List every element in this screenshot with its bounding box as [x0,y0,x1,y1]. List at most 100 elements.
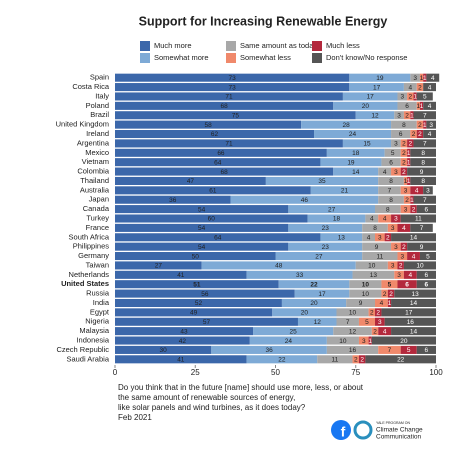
y-tick-label: Ireland [86,129,109,138]
data-label: 4 [428,103,432,110]
legend-label: Much more [154,41,192,50]
bar-segment [384,148,401,157]
bar-segment [400,242,408,251]
data-label: 2 [418,122,422,129]
data-label: 28 [343,122,351,129]
bar-segment [115,176,266,185]
data-label: 3 [391,263,395,270]
bar-segment [115,129,315,139]
bar-segment [419,73,424,82]
bar-segment [275,252,363,261]
bar-segment [294,289,350,298]
x-tick-label: 100 [429,368,443,377]
y-tick-label: Turkey [86,213,109,222]
legend-label: Don't know/No response [326,53,407,62]
data-label: 2 [389,291,393,298]
bar-segment [423,73,427,82]
data-label: 75 [232,112,240,119]
y-tick-label: Egypt [90,307,110,316]
bar-segment [410,195,414,204]
x-tick-label: 75 [351,368,360,377]
bar-segment [384,233,392,242]
bar-segment [362,252,398,261]
footer-text: like solar panels and wind turbines, as … [118,403,306,412]
bar-segment [416,280,436,289]
bar-segment [362,242,392,251]
data-label: 4 [431,75,435,82]
bar-segment [387,223,398,232]
data-label: 64 [214,159,222,166]
bar-segment [407,158,411,167]
data-label: 23 [322,244,330,251]
data-label: 52 [195,300,203,307]
data-label: 3 [394,169,398,176]
bar-segment [375,205,401,214]
bar-segment [397,101,417,110]
bar-segment [407,167,436,176]
data-label: 9 [420,169,424,176]
data-label: 15 [363,141,371,148]
data-label: 8 [373,225,377,232]
y-tick-label: Thailand [80,176,109,185]
bar-segment [410,176,436,185]
bar-segment [394,289,436,298]
data-label: 7 [423,197,427,204]
data-label: 22 [397,357,405,364]
data-label: 18 [352,150,360,157]
y-tick-label: Australia [80,185,110,194]
footer-text: the same amount of renewable sources of … [118,393,295,402]
data-label: 2 [354,357,358,364]
bar-segment [368,336,372,345]
y-tick-label: United States [61,279,109,288]
bar-segment [115,261,202,270]
bar-segment [115,345,212,354]
data-label: 41 [177,272,185,279]
bar-segment [358,317,376,326]
bar-segment [230,195,379,204]
data-label: 73 [229,84,237,91]
data-label: 1 [404,178,408,185]
y-tick-label: Brazil [90,110,109,119]
data-label: 6 [405,281,409,288]
y-tick-label: Japan [89,195,109,204]
data-label: 2 [399,263,403,270]
legend-swatch [140,41,150,51]
data-label: 12 [314,319,322,326]
data-label: 73 [229,75,237,82]
data-label: 54 [198,244,206,251]
bar-segment [342,139,392,148]
data-label: 2 [383,291,387,298]
bar-segment [410,223,433,232]
y-tick-label: Nigeria [85,317,110,326]
ycc-logo [353,420,373,440]
bar-segment [246,355,318,364]
bar-segment [253,327,334,336]
bar-segment [400,186,411,195]
bar-segment [115,167,334,176]
bar-segment [342,92,398,101]
data-label: 7 [423,112,427,119]
y-tick-label: Mexico [85,148,109,157]
bar-segment [403,261,436,270]
bar-segment [410,73,420,82]
bar-segment [410,158,436,167]
bar-segment [407,252,420,261]
data-label: 4 [383,169,387,176]
bar-segment [115,214,308,223]
bar-segment [423,186,433,195]
data-label: 64 [214,234,222,241]
data-label: 6 [399,131,403,138]
data-label: 2 [386,234,390,241]
bar-segment [115,101,334,110]
y-tick-label: India [93,298,110,307]
bar-segment [115,289,295,298]
chart-title: Support for Increasing Renewable Energy [139,14,388,28]
data-label: 2 [402,169,406,176]
bar-segment [378,327,392,336]
bar-segment [423,120,427,129]
bar-segment [378,167,392,176]
bar-segment [381,289,388,298]
legend-label: Somewhat more [154,53,209,62]
bar-segment [371,336,436,345]
bar-segment [381,158,401,167]
